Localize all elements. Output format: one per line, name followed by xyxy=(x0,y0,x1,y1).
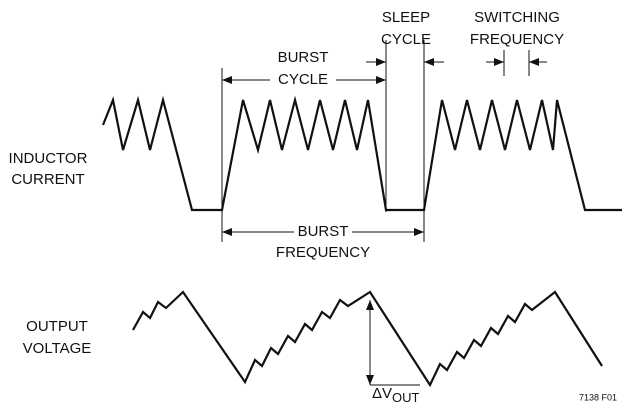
label: CYCLE xyxy=(278,71,328,88)
label: BURST xyxy=(298,223,349,240)
output-voltage-wave xyxy=(132,290,603,388)
label: FREQUENCY xyxy=(470,31,564,48)
label: CYCLE xyxy=(381,31,431,48)
label: ΔV xyxy=(372,385,392,402)
label: INDUCTOR xyxy=(9,150,88,167)
label: OUT xyxy=(392,390,420,405)
label: VOLTAGE xyxy=(23,340,92,357)
label: BURST xyxy=(278,49,329,66)
label: ΔVOUT xyxy=(372,385,420,405)
label: SLEEP xyxy=(382,9,430,26)
label: SWITCHING xyxy=(474,9,560,26)
label: FREQUENCY xyxy=(276,244,370,261)
label: OUTPUT xyxy=(26,318,88,335)
label: CURRENT xyxy=(11,171,84,188)
inductor-current-wave xyxy=(101,95,622,212)
figure-id: 7138 F01 xyxy=(579,392,617,402)
